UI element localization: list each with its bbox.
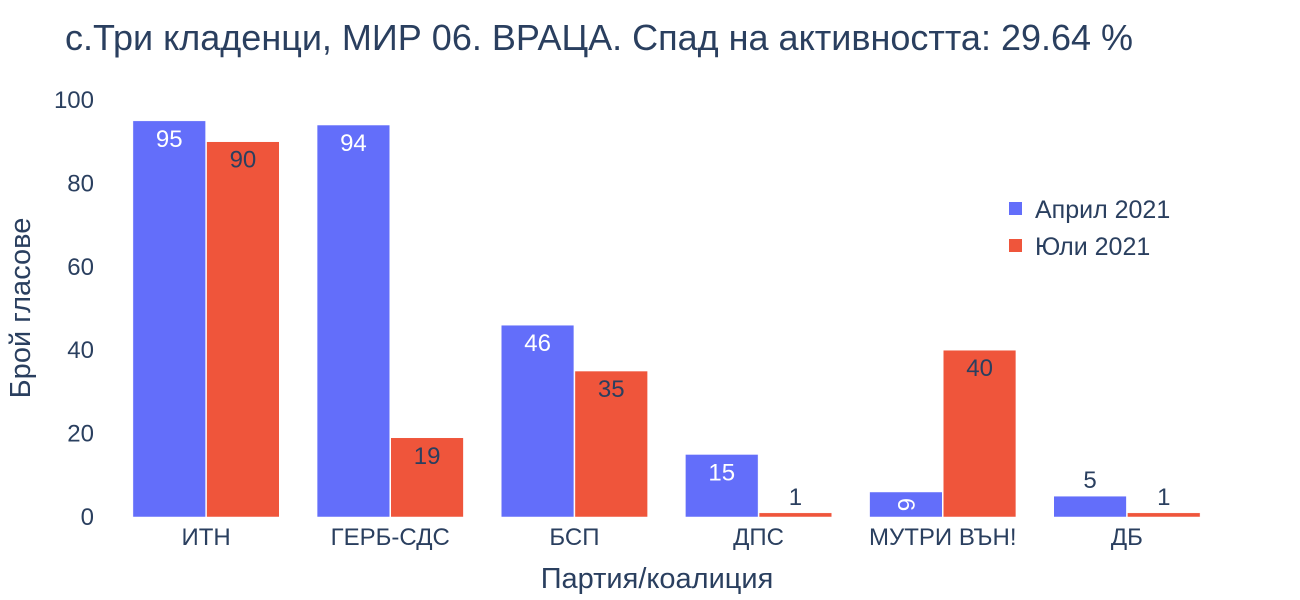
y-tick-label: 20 (67, 421, 94, 448)
chart-title: с.Три кладенци, МИР 06. ВРАЦА. Спад на а… (65, 17, 1133, 58)
bar-value-label: 40 (966, 355, 993, 382)
x-tick-label: ИТН (181, 524, 230, 551)
y-tick-label: 60 (67, 254, 94, 281)
bar[interactable] (390, 437, 464, 518)
bar-value-label: 1 (1157, 484, 1170, 511)
bar[interactable] (685, 454, 759, 518)
y-axis-title: Брой гласове (5, 218, 37, 399)
legend-label: Април 2021 (1035, 196, 1170, 224)
plot-area: 95 90 94 19 46 35 15 1 6 40 5 1 (132, 120, 1201, 518)
legend-item[interactable]: Юли 2021 (1009, 233, 1150, 261)
bar-value-label: 15 (708, 459, 735, 486)
x-tick-label: ДБ (1111, 524, 1143, 551)
bar-value-label: 5 (1083, 467, 1096, 494)
y-axis: 0 20 40 60 80 100 (54, 87, 94, 531)
y-tick-label: 0 (81, 504, 94, 531)
bar[interactable] (869, 491, 943, 518)
legend-item[interactable]: Април 2021 (1009, 196, 1170, 224)
bar[interactable] (206, 141, 280, 518)
legend-swatch (1009, 202, 1022, 215)
bar-value-label: 46 (524, 330, 551, 357)
y-tick-label: 100 (54, 87, 94, 114)
bar-value-label: 35 (598, 376, 625, 403)
bar[interactable] (132, 120, 206, 518)
bar[interactable] (943, 349, 1017, 518)
bar-value-label: 1 (789, 484, 802, 511)
bar[interactable] (1127, 512, 1201, 518)
x-tick-label: БСП (549, 524, 599, 551)
legend-swatch (1009, 239, 1022, 252)
bar[interactable] (574, 370, 648, 518)
legend[interactable]: Април 2021 Юли 2021 (1009, 196, 1170, 261)
x-axis-title: Партия/коалиция (541, 563, 774, 595)
x-tick-label: ДПС (733, 524, 784, 551)
x-tick-label: МУТРИ ВЪН! (869, 524, 1016, 551)
x-tick-label: ГЕРБ-СДС (331, 524, 450, 551)
bar-value-label: 95 (156, 126, 183, 153)
legend-label: Юли 2021 (1035, 233, 1150, 261)
bar[interactable] (1053, 495, 1127, 518)
bar-value-label: 6 (892, 498, 919, 511)
bar-value-label: 19 (414, 443, 441, 470)
bar-value-label: 90 (230, 147, 257, 174)
bar-value-label: 94 (340, 130, 367, 157)
bar[interactable] (758, 512, 832, 518)
bar[interactable] (501, 324, 575, 518)
bar[interactable] (316, 124, 391, 518)
y-tick-label: 80 (67, 170, 94, 197)
x-axis: ИТН ГЕРБ-СДС БСП ДПС МУТРИ ВЪН! ДБ (181, 524, 1142, 551)
y-tick-label: 40 (67, 337, 94, 364)
